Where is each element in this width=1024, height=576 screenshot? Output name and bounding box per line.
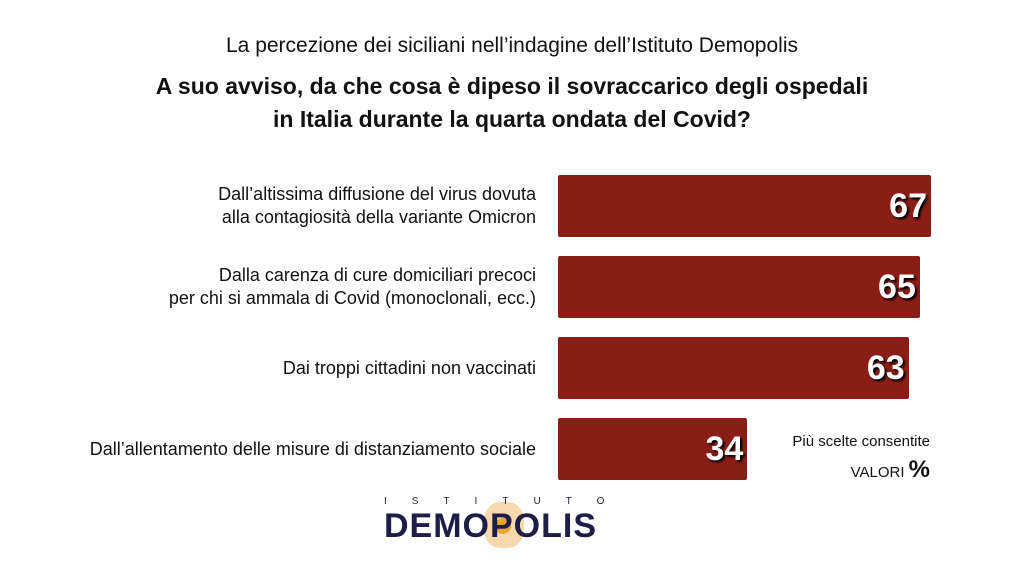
category-label-line: Dalla carenza di cure domiciliari precoc…: [218, 265, 536, 285]
bar: 34: [558, 418, 748, 480]
legend-box: Più scelte consentite VALORI %: [760, 432, 930, 487]
data-label: 63: [866, 349, 905, 387]
data-label: 65: [878, 268, 916, 306]
logo-top-text: ISTITUTO: [384, 496, 630, 507]
bar: 65: [558, 256, 920, 318]
unit-label: VALORI %: [760, 456, 930, 487]
bar-chart: Dall’altissima diffusione del virus dovu…: [0, 175, 1024, 499]
chart-title: A suo avviso, da che cosa è dipeso il so…: [0, 70, 1024, 136]
logo-main-text: DEMOPOLIS: [384, 507, 598, 545]
logo-dot-icon: [495, 518, 511, 534]
category-label: Dall’altissima diffusione del virus dovu…: [0, 183, 536, 229]
title-line-2: in Italia durante la quarta ondata del C…: [273, 106, 751, 132]
title-line-1: A suo avviso, da che cosa è dipeso il so…: [155, 73, 869, 99]
category-label-line: alla contagiosità della variante Omicron: [221, 207, 536, 227]
bar: 67: [558, 175, 931, 237]
category-label: Dall’allentamento delle misure di distan…: [0, 438, 536, 461]
category-label-line: Dall’altissima diffusione del virus dovu…: [218, 184, 536, 204]
category-label: Dalla carenza di cure domiciliari precoc…: [0, 264, 536, 310]
category-label-line: Dall’allentamento delle misure di distan…: [89, 438, 536, 459]
unit-symbol: %: [908, 456, 930, 483]
bar: 63: [558, 337, 909, 399]
data-label: 34: [705, 430, 744, 468]
category-label-line: per chi si ammala di Covid (monoclonali,…: [168, 288, 536, 308]
category-label: Dai troppi cittadini non vaccinati: [0, 357, 536, 380]
multiple-choice-note: Più scelte consentite: [792, 433, 930, 450]
unit-text: VALORI: [850, 464, 905, 481]
chart-row: Dalla carenza di cure domiciliari precoc…: [0, 256, 1024, 318]
data-label: 67: [889, 187, 927, 225]
demopolis-logo: ISTITUTO DEMOPOLIS: [384, 496, 648, 548]
survey-header: La percezione dei siciliani nell’indagin…: [226, 34, 798, 57]
chart-row: Dall’altissima diffusione del virus dovu…: [0, 175, 1024, 237]
category-label-line: Dai troppi cittadini non vaccinati: [282, 357, 536, 378]
chart-row: Dai troppi cittadini non vaccinati 63: [0, 337, 1024, 399]
chart-row: Dall’allentamento delle misure di distan…: [0, 418, 1024, 480]
